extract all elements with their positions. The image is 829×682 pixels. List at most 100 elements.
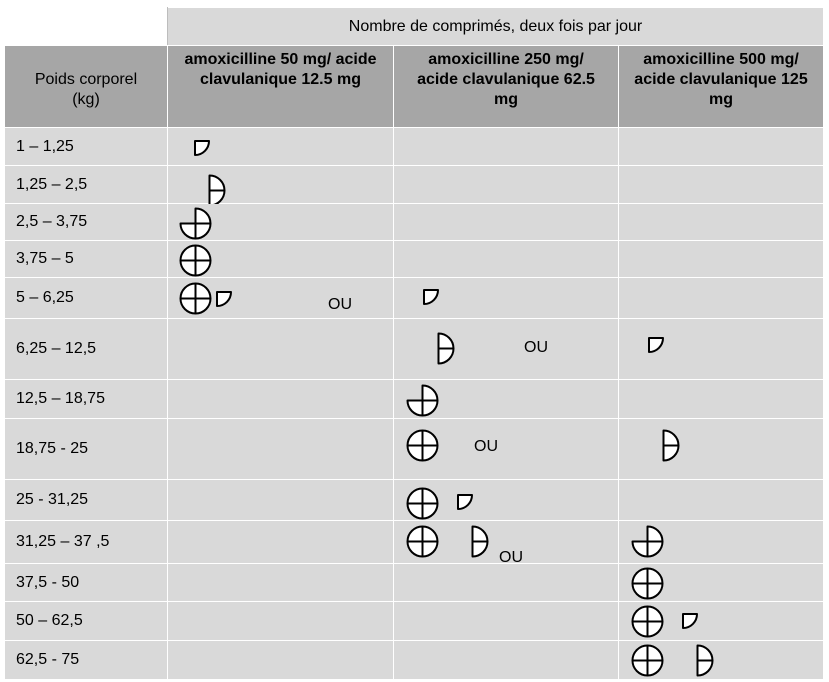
product-250mg-header-label: amoxicilline 250 mg/ acide clavulanique … (417, 51, 595, 108)
dose-cell (167, 640, 394, 680)
dose-cell-content (168, 480, 393, 520)
product-250mg-header: amoxicilline 250 mg/ acide clavulanique … (393, 45, 619, 128)
dose-cell (393, 479, 619, 521)
table-row: 1 – 1,25 (4, 127, 825, 166)
dose-cell-content (168, 641, 393, 679)
dose-cell-content (619, 602, 823, 640)
dose-cell-content (168, 602, 393, 640)
whole-tablet-icon (631, 644, 664, 682)
half-tablet-icon (647, 429, 680, 467)
dose-cell-content (168, 204, 393, 240)
dose-cell-content (394, 602, 618, 640)
weight-range-cell: 62,5 - 75 (4, 640, 168, 680)
dose-cell-content: OU (394, 419, 618, 479)
dose-cell (617, 277, 825, 319)
dose-cell (393, 127, 619, 166)
dose-cell-content (619, 204, 823, 240)
or-label: OU (524, 339, 548, 356)
three-quarter-tablet-icon (179, 207, 212, 245)
table-row: 5 – 6,25 OU (4, 277, 825, 320)
table-row: 2,5 – 3,75 (4, 203, 825, 241)
dose-cell-content (394, 204, 618, 240)
table-row: 6,25 – 12,5 OU (4, 318, 825, 380)
weight-range-cell: 6,25 – 12,5 (4, 318, 168, 380)
dose-cell-content (619, 319, 823, 379)
half-tablet-icon (681, 644, 714, 682)
dose-cell (617, 563, 825, 602)
dose-cell (617, 520, 825, 564)
dose-cell (167, 563, 394, 602)
table-row: 50 – 62,5 (4, 601, 825, 641)
dose-cell-content (168, 319, 393, 379)
dose-cell-content (394, 166, 618, 203)
dose-cell-content (168, 521, 393, 563)
dose-cell (393, 640, 619, 680)
blank-corner-cell (4, 7, 168, 46)
whole-tablet-icon (179, 282, 212, 320)
quarter-tablet-icon (193, 139, 211, 162)
dose-cell-content (619, 241, 823, 277)
table-row: 31,25 – 37 ,5 OU (4, 520, 825, 566)
weight-range-cell: 1 – 1,25 (4, 127, 168, 166)
weight-range-cell: 12,5 – 18,75 (4, 379, 168, 419)
dose-cell-content (619, 564, 823, 601)
dose-cell (393, 563, 619, 602)
whole-tablet-icon (631, 567, 664, 605)
dose-cell-content: OU (394, 521, 618, 566)
dose-cell (167, 165, 394, 207)
dose-cell (167, 418, 394, 480)
dose-cell-content (394, 380, 618, 418)
dose-cell-content (168, 128, 393, 165)
dose-cell-content (619, 278, 823, 318)
dose-cell (617, 203, 825, 241)
quarter-tablet-icon (215, 290, 233, 313)
product-500mg-header: amoxicilline 500 mg/ acide clavulanique … (617, 45, 825, 128)
table-row: 18,75 - 25 OU (4, 418, 825, 480)
dose-cell (167, 479, 394, 521)
dose-cell (167, 127, 394, 166)
weight-range-cell: 37,5 - 50 (4, 563, 168, 602)
or-label: OU (474, 438, 498, 455)
weight-column-header: Poids corporel (kg) (4, 45, 168, 128)
dose-cell-content (168, 380, 393, 418)
dose-cell (617, 127, 825, 166)
dose-cell-content (619, 380, 823, 418)
weight-range-cell: 31,25 – 37 ,5 (4, 520, 168, 564)
dose-cell: OU (167, 277, 394, 320)
table-row: 12,5 – 18,75 (4, 379, 825, 419)
dose-cell: OU (393, 520, 619, 566)
dose-cell (393, 203, 619, 241)
dose-cell: OU (393, 318, 619, 380)
weight-range-cell: 1,25 – 2,5 (4, 165, 168, 204)
tablets-per-dose-header: Nombre de comprimés, deux fois par jour (166, 7, 825, 46)
weight-range-cell: 50 – 62,5 (4, 601, 168, 641)
table-row: 1,25 – 2,5 (4, 165, 825, 207)
quarter-tablet-icon (681, 612, 699, 635)
dose-cell-content (394, 128, 618, 165)
table-row: 62,5 - 75 (4, 640, 825, 680)
half-tablet-icon (422, 332, 455, 370)
table-row: 25 - 31,25 (4, 479, 825, 521)
dose-cell (617, 418, 825, 480)
dose-cell (393, 601, 619, 641)
dose-cell-content (619, 521, 823, 563)
dose-cell (617, 601, 825, 641)
dose-cell-content (168, 166, 393, 207)
product-50mg-header: amoxicilline 50 mg/ acide clavulanique 1… (167, 45, 394, 128)
dose-cell (393, 240, 619, 278)
weight-range-cell: 2,5 – 3,75 (4, 203, 168, 241)
dose-cell-content (619, 641, 823, 679)
dose-cell-content (394, 241, 618, 277)
whole-tablet-icon (406, 429, 439, 467)
dose-cell (167, 520, 394, 564)
dosage-table: Nombre de comprimés, deux fois par jour … (4, 7, 825, 680)
dosage-table-body: 1 – 1,25 1,25 – 2,5 2,5 – 3,75 3,75 – 5 5… (4, 127, 825, 680)
dose-cell-content (394, 564, 618, 601)
dose-cell (393, 165, 619, 204)
product-500mg-header-label: amoxicilline 500 mg/ acide clavulanique … (634, 51, 808, 108)
dose-cell (617, 240, 825, 278)
dose-cell (167, 318, 394, 380)
product-50mg-header-label: amoxicilline 50 mg/ acide clavulanique 1… (184, 51, 377, 88)
three-quarter-tablet-icon (631, 525, 664, 563)
